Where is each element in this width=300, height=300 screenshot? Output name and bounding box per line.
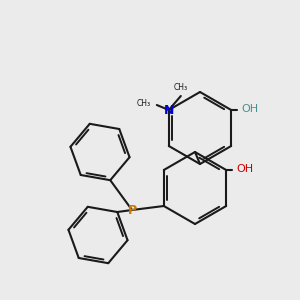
Text: OH: OH bbox=[241, 104, 258, 114]
Text: P: P bbox=[128, 203, 136, 217]
Text: OH: OH bbox=[236, 164, 253, 174]
Text: CH₃: CH₃ bbox=[174, 83, 188, 92]
Text: N: N bbox=[164, 103, 174, 116]
Text: CH₃: CH₃ bbox=[137, 98, 151, 107]
